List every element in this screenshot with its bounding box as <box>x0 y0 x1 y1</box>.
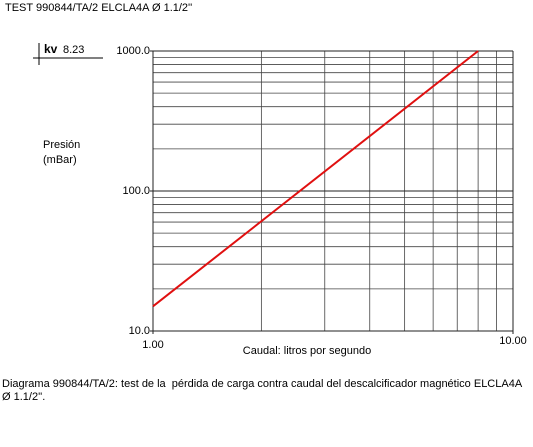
data-line <box>152 50 479 308</box>
y-tick-label: 100.0 <box>122 185 150 197</box>
y-axis-label: Presión <box>43 139 80 151</box>
y-tick-label: 10.0 <box>129 325 150 337</box>
y-axis-label: (mBar) <box>43 154 77 166</box>
kv-value: 8.23 <box>63 44 84 56</box>
kv-label: kv <box>44 42 58 56</box>
y-tick-label: 1000.0 <box>116 45 150 57</box>
x-tick-label: 1.00 <box>142 339 163 351</box>
x-tick-label: 10.00 <box>499 335 527 347</box>
caption: Diagrama 990844/TA/2: test de la pérdida… <box>2 378 525 403</box>
x-axis-label: Caudal: litros por segundo <box>243 345 371 357</box>
header: TEST 990844/TA/2 ELCLA4A Ø 1.1/2'' <box>5 2 192 14</box>
chart: TEST 990844/TA/2 ELCLA4A Ø 1.1/2'' kv 8.… <box>5 2 527 357</box>
